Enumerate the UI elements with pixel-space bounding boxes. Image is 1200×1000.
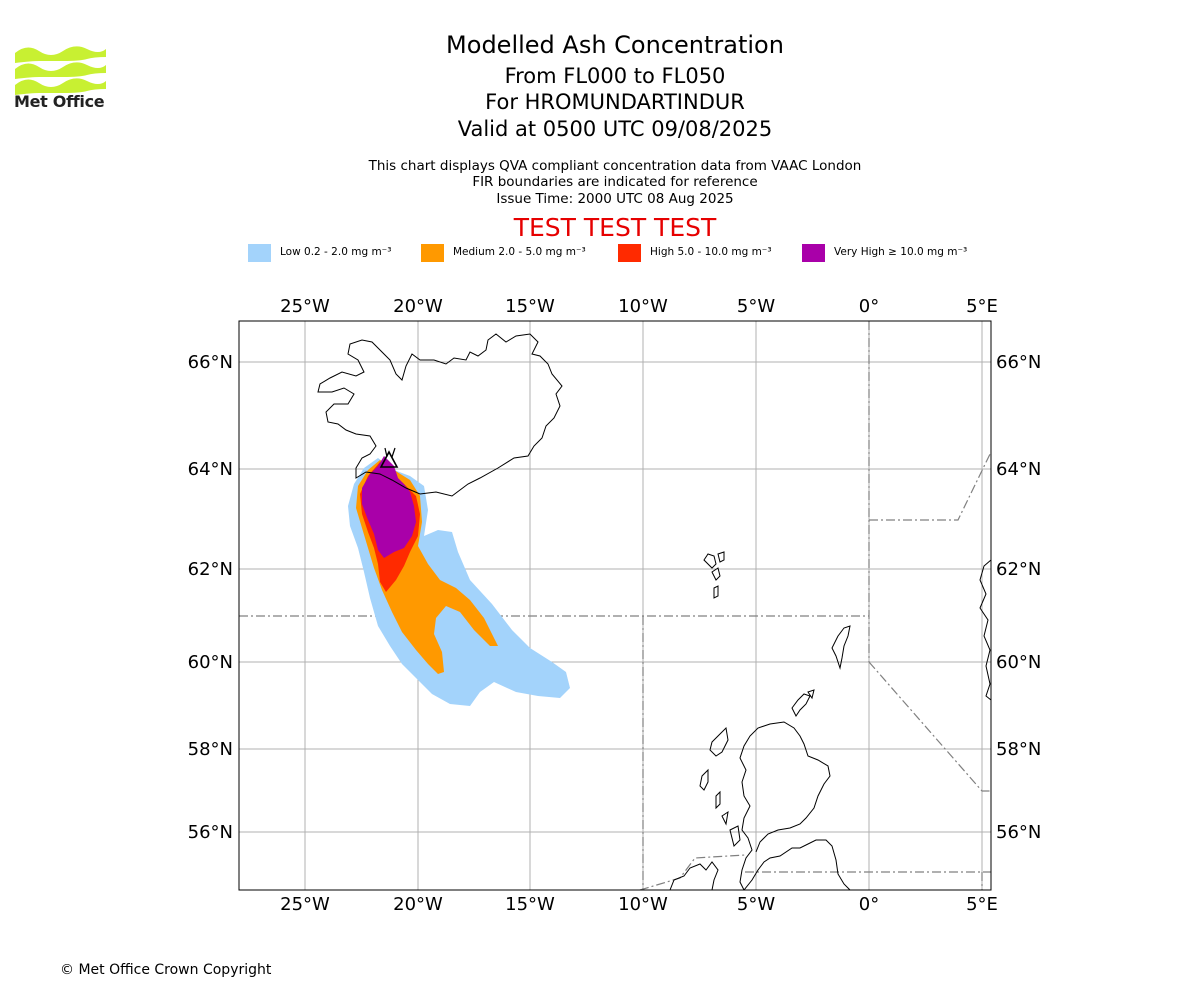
fir-boundary-norway bbox=[869, 451, 991, 521]
met-office-logo-icon bbox=[15, 46, 106, 95]
top-tick-5e: 5°E bbox=[966, 296, 998, 317]
legend-swatch-very-high bbox=[802, 244, 825, 262]
top-tick-15w: 15°W bbox=[505, 296, 555, 317]
left-tick-64n: 64°N bbox=[188, 459, 233, 480]
top-tick-5w: 5°W bbox=[737, 296, 775, 317]
left-tick-66n: 66°N bbox=[188, 352, 233, 373]
hebrides-coastline bbox=[699, 726, 741, 847]
legend-swatch-low bbox=[248, 244, 271, 262]
top-tick-25w: 25°W bbox=[280, 296, 330, 317]
ireland-coastline bbox=[669, 861, 719, 890]
bottom-tick-15w: 15°W bbox=[505, 894, 555, 915]
legend-swatch-medium bbox=[421, 244, 444, 262]
tick-labels: 25°W 20°W 15°W 10°W 5°W 0° 5°E 25°W 20°W… bbox=[188, 296, 1042, 915]
right-tick-62n: 62°N bbox=[996, 559, 1041, 580]
test-banner: TEST TEST TEST bbox=[513, 213, 717, 242]
norway-coastline bbox=[979, 559, 991, 701]
bottom-tick-25w: 25°W bbox=[280, 894, 330, 915]
right-tick-60n: 60°N bbox=[996, 652, 1041, 673]
map-frame bbox=[238, 320, 992, 891]
left-tick-60n: 60°N bbox=[188, 652, 233, 673]
right-tick-66n: 66°N bbox=[996, 352, 1041, 373]
scotland-coastline bbox=[739, 721, 851, 890]
faroe-islands-coastline bbox=[703, 551, 725, 599]
top-tick-0: 0° bbox=[859, 296, 879, 317]
orkney-coastline bbox=[791, 689, 815, 717]
bottom-tick-5e: 5°E bbox=[966, 894, 998, 915]
right-tick-64n: 64°N bbox=[996, 459, 1041, 480]
right-tick-58n: 58°N bbox=[996, 739, 1041, 760]
fir-boundaries bbox=[239, 321, 991, 890]
right-tick-56n: 56°N bbox=[996, 822, 1041, 843]
legend-label-low: Low 0.2 - 2.0 mg m⁻³ bbox=[280, 246, 392, 258]
legend-label-very-high: Very High ≥ 10.0 mg m⁻³ bbox=[834, 246, 968, 258]
bottom-tick-20w: 20°W bbox=[393, 894, 443, 915]
volcano-name: For HROMUNDARTINDUR bbox=[485, 90, 745, 114]
legend-swatch-high bbox=[618, 244, 641, 262]
left-tick-62n: 62°N bbox=[188, 559, 233, 580]
shetland-coastline bbox=[831, 625, 851, 670]
fir-note: FIR boundaries are indicated for referen… bbox=[472, 174, 758, 190]
left-tick-58n: 58°N bbox=[188, 739, 233, 760]
bottom-tick-5w: 5°W bbox=[737, 894, 775, 915]
graticule bbox=[239, 321, 991, 890]
chart-description: This chart displays QVA compliant concen… bbox=[368, 158, 862, 174]
volcano-triangle-icon bbox=[379, 447, 399, 468]
fir-boundary-se bbox=[868, 661, 991, 792]
left-tick-56n: 56°N bbox=[188, 822, 233, 843]
copyright-notice: © Met Office Crown Copyright bbox=[60, 962, 272, 978]
chart-title: Modelled Ash Concentration bbox=[446, 31, 784, 59]
bottom-tick-10w: 10°W bbox=[618, 894, 668, 915]
valid-time: Valid at 0500 UTC 09/08/2025 bbox=[457, 117, 773, 141]
coastlines bbox=[317, 333, 991, 890]
top-tick-20w: 20°W bbox=[393, 296, 443, 317]
bottom-tick-0: 0° bbox=[859, 894, 879, 915]
logo-text: Met Office bbox=[14, 92, 105, 111]
issue-time: Issue Time: 2000 UTC 08 Aug 2025 bbox=[496, 191, 734, 207]
ash-very-high bbox=[362, 456, 416, 558]
top-tick-10w: 10°W bbox=[618, 296, 668, 317]
iceland-coastline bbox=[317, 333, 563, 497]
fir-boundary-ireland bbox=[639, 854, 746, 890]
legend-label-high: High 5.0 - 10.0 mg m⁻³ bbox=[650, 246, 772, 258]
legend-label-medium: Medium 2.0 - 5.0 mg m⁻³ bbox=[453, 246, 586, 258]
flight-level-range: From FL000 to FL050 bbox=[504, 64, 726, 88]
